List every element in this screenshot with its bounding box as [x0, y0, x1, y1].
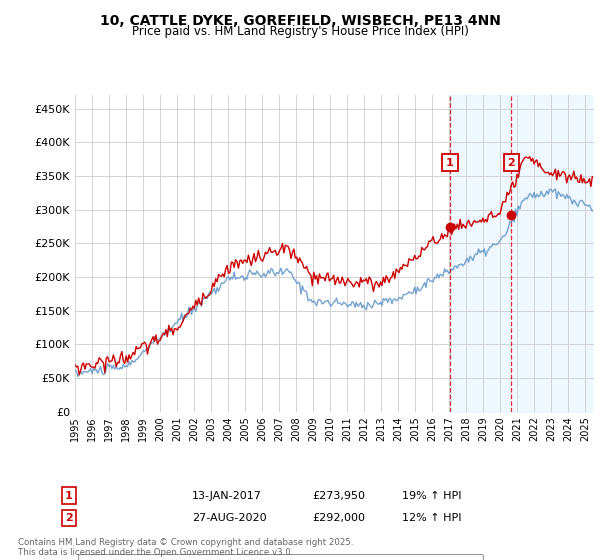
Legend: 10, CATTLE DYKE, GOREFIELD, WISBECH, PE13 4NN (detached house), HPI: Average pri: 10, CATTLE DYKE, GOREFIELD, WISBECH, PE1…	[77, 554, 484, 560]
Text: 2: 2	[508, 157, 515, 167]
Text: 19% ↑ HPI: 19% ↑ HPI	[402, 491, 461, 501]
Text: Contains HM Land Registry data © Crown copyright and database right 2025.
This d: Contains HM Land Registry data © Crown c…	[18, 538, 353, 557]
Text: 2: 2	[65, 513, 73, 523]
Text: £273,950: £273,950	[312, 491, 365, 501]
Text: 27-AUG-2020: 27-AUG-2020	[192, 513, 266, 523]
Text: 12% ↑ HPI: 12% ↑ HPI	[402, 513, 461, 523]
Text: 1: 1	[446, 157, 454, 167]
Text: £292,000: £292,000	[312, 513, 365, 523]
Text: 13-JAN-2017: 13-JAN-2017	[192, 491, 262, 501]
Text: Price paid vs. HM Land Registry's House Price Index (HPI): Price paid vs. HM Land Registry's House …	[131, 25, 469, 38]
Text: 10, CATTLE DYKE, GOREFIELD, WISBECH, PE13 4NN: 10, CATTLE DYKE, GOREFIELD, WISBECH, PE1…	[100, 14, 500, 28]
Text: 1: 1	[65, 491, 73, 501]
